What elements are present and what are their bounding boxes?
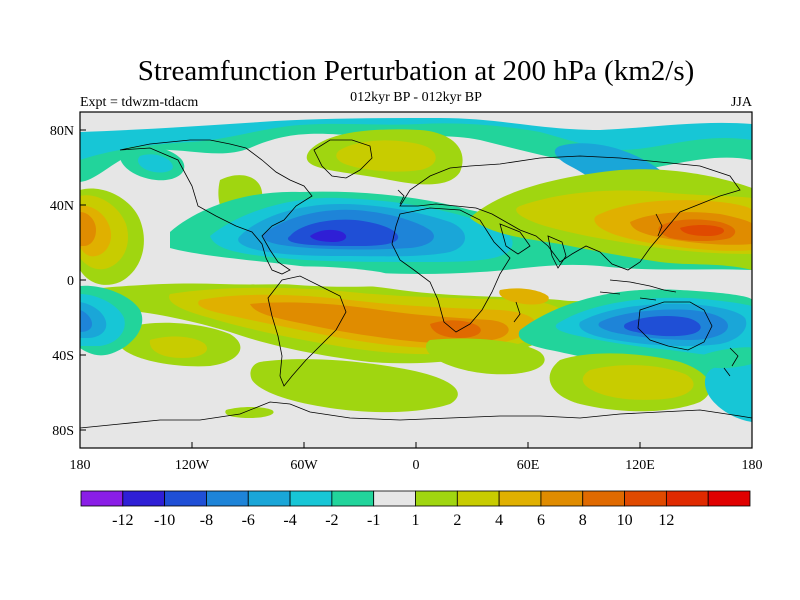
contour-cyan-so-east — [704, 359, 752, 422]
colorbar-swatch — [331, 490, 375, 507]
colorbar-label: 10 — [617, 512, 633, 529]
colorbar-label: -6 — [242, 512, 255, 529]
colorbar-label: 6 — [537, 512, 545, 529]
contour-green-so-east — [698, 347, 752, 369]
colorbar-swatch — [415, 490, 458, 507]
colorbar-swatch — [164, 490, 207, 507]
coast-maritime — [599, 279, 677, 301]
coast-arabia — [499, 223, 531, 255]
colorbar-swatch — [707, 490, 751, 507]
colorbar-swatch — [624, 490, 667, 507]
contour-grey-arctic-gap — [80, 112, 752, 132]
colorbar: -12 -10 -8 -6 -4 -2 -1 1 2 4 6 8 10 12 — [80, 490, 751, 529]
coast-japan — [655, 213, 663, 237]
contour-darkorange-westedge — [80, 212, 96, 246]
lon-tick-label: 60E — [517, 458, 540, 473]
lon-tick-label: 120W — [175, 458, 210, 473]
lon-tick-label: 120E — [625, 458, 655, 473]
contour-indigo-natl — [310, 229, 347, 242]
coast-india — [547, 235, 567, 269]
coast-uk — [397, 189, 405, 205]
colorbar-label: -1 — [367, 512, 380, 529]
coast-north-america — [119, 139, 313, 275]
colorbar-swatch — [540, 490, 584, 507]
colorbar-label: -2 — [325, 512, 338, 529]
colorbar-label: -10 — [154, 512, 175, 529]
coast-south-america — [267, 275, 347, 387]
experiment-label: Expt = tdwzm-tdacm — [80, 95, 198, 110]
lat-tick-label: 0 — [67, 274, 74, 289]
colorbar-swatch — [373, 490, 416, 507]
contour-darkred-pacific — [680, 225, 725, 236]
colorbar-label: -12 — [112, 512, 133, 529]
coast-greenland — [313, 139, 373, 179]
colorbar-swatch — [665, 490, 709, 507]
map-panel — [79, 111, 753, 449]
coastlines — [80, 139, 752, 429]
contour-blue-westsh — [80, 310, 92, 332]
colorbar-swatch — [498, 490, 542, 507]
colorbar-swatch — [80, 490, 124, 507]
contour-green-so-ind — [425, 338, 545, 375]
lat-tick-label: 80S — [52, 424, 74, 439]
coast-africa — [391, 207, 511, 333]
coast-new-zealand — [723, 347, 739, 377]
lon-tick-label: 60W — [290, 458, 318, 473]
chart-title: Streamfunction Perturbation at 200 hPa (… — [138, 55, 695, 87]
colorbar-label: 1 — [412, 512, 420, 529]
longitude-axis: 180 120W 60W 0 60E 120E 180 — [70, 442, 763, 473]
contour-yellow-greenland — [336, 140, 436, 172]
contour-cyan-beaufort — [137, 154, 173, 173]
contour-fill-layer — [80, 112, 752, 429]
colorbar-label: 2 — [453, 512, 461, 529]
lon-tick-label: 0 — [413, 458, 420, 473]
colorbar-swatch — [247, 490, 291, 507]
colorbar-label: -8 — [200, 512, 213, 529]
colorbar-swatch — [582, 490, 625, 507]
contour-darkblue-sind — [624, 316, 701, 337]
latitude-axis: 80N 40N 0 40S 80S — [50, 124, 86, 439]
contour-yellow-sepac — [149, 336, 208, 358]
coast-madagascar — [513, 301, 521, 323]
lon-tick-label: 180 — [70, 458, 91, 473]
coast-antarctica — [80, 401, 752, 429]
coast-australia — [637, 301, 713, 351]
coast-eurasia — [399, 155, 741, 271]
contour-green-so-small — [225, 407, 274, 418]
colorbar-swatch — [122, 490, 166, 507]
contour-grey-satl-gap — [245, 266, 395, 287]
season-label: JJA — [731, 95, 753, 110]
colorbar-label: 12 — [658, 512, 674, 529]
lon-tick-label: 180 — [742, 458, 763, 473]
colorbar-swatch — [289, 490, 333, 507]
contour-green-so-atl — [250, 359, 458, 413]
colorbar-label: 4 — [495, 512, 503, 529]
colorbar-label: 8 — [579, 512, 587, 529]
colorbar-swatch — [206, 490, 249, 507]
colorbar-label: -4 — [283, 512, 296, 529]
period-label: 012kyr BP - 012kyr BP — [350, 90, 482, 105]
contour-yellow-so-pac — [582, 365, 694, 400]
lat-tick-label: 80N — [50, 124, 74, 139]
lat-tick-label: 40S — [52, 349, 74, 364]
contour-green-satl-eq — [499, 288, 549, 305]
colorbar-swatch — [456, 490, 500, 507]
lat-tick-label: 40N — [50, 199, 74, 214]
